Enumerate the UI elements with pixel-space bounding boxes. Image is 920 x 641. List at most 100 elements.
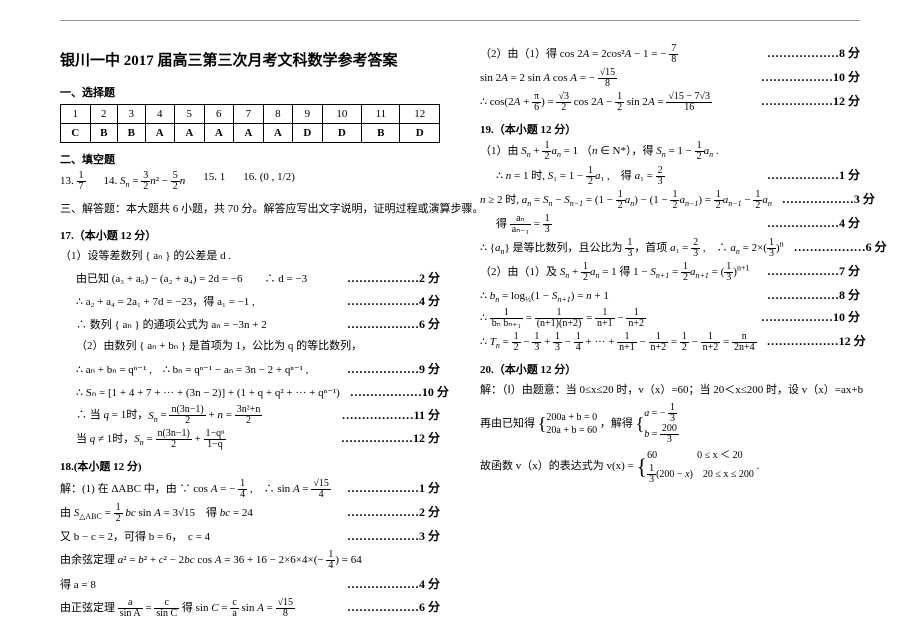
q20-a: 解：（Ⅰ）由题意：当 0≤x≤20 时，v（x）=60；当 20＜x≤200 时… xyxy=(480,381,860,400)
q17-l3: ∴ a₂ + a₄ = 2a₁ + 7d = −23，得 a₁ = −1 , xyxy=(76,293,337,312)
pts-1: ………………1 分 xyxy=(347,478,440,498)
section-1-heading: 一、选择题 xyxy=(60,84,440,100)
pts-4c: ………………4 分 xyxy=(767,213,860,233)
q19-heading: 19.（本小题 12 分） xyxy=(480,121,860,137)
pts-12b: ………………12 分 xyxy=(767,331,866,351)
r-l10: ∴ bn = log⅓(1 − Sn+1) = n + 1 xyxy=(480,287,757,306)
ans-num: 10 xyxy=(322,105,362,124)
pts-9: ………………9 分 xyxy=(347,359,440,379)
pts-10b: ………………10 分 xyxy=(761,307,860,327)
ans-val: A xyxy=(234,124,264,143)
r-l9: （2）由（1）及 Sn + 12an = 1 得 1 − Sn+1 = 12an… xyxy=(480,262,757,283)
sys2a: a = − 13 xyxy=(644,408,677,419)
ans-val: B xyxy=(118,124,146,143)
pts-2: ………………2 分 xyxy=(347,268,440,288)
q17-l9: 当 q ≠ 1时，Sn = n(3n−1)2 + 1−qⁿ1−q xyxy=(76,429,331,450)
ans-num: 1 xyxy=(61,105,91,124)
ans-val: D xyxy=(322,124,362,143)
q18-l6: 由正弦定理 asin A = csin C 得 sin C = ca sin A… xyxy=(60,598,337,619)
pts-8b: ………………8 分 xyxy=(767,285,860,305)
section-2-heading: 二、填空题 xyxy=(60,151,440,167)
pts-6c: ………………6 分 xyxy=(794,237,887,257)
ans-num: 9 xyxy=(293,105,323,124)
ans-num: 12 xyxy=(400,105,440,124)
q17-heading: 17.（本小题 12 分） xyxy=(60,227,440,243)
ans-val: D xyxy=(293,124,323,143)
ans-num: 8 xyxy=(263,105,293,124)
ans-num: 7 xyxy=(234,105,264,124)
ans-num: 11 xyxy=(362,105,400,124)
ans-val: A xyxy=(204,124,234,143)
pts-3b: ………………3 分 xyxy=(782,189,875,209)
page-title: 银川一中 2017 届高三第三次月考文科数学参考答案 xyxy=(60,49,440,70)
pts-10: ………………10 分 xyxy=(350,382,449,402)
q18-l5: 得 a = 8 xyxy=(60,576,337,595)
q17-l8: ∴ 当 q = 1时，Sn = n(3n−1)2 + n = 3n²+n2 xyxy=(76,405,332,426)
fill-14-label: 14. xyxy=(104,175,118,187)
ans-val: B xyxy=(90,124,118,143)
ans-num: 6 xyxy=(204,105,234,124)
ans-val: A xyxy=(145,124,175,143)
fill-16: 16. (0 , 1/2) xyxy=(243,171,295,192)
q20-b: 再由已知得 {200a + b = 020a + b = 60 ，解得 {a =… xyxy=(480,403,860,445)
q20-b-pre: 再由已知得 xyxy=(480,418,535,430)
piece1: 60 xyxy=(647,450,657,461)
r-l11: ∴ 1bₙ bₙ₊₁ = 1(n+1)(n+2) = 1n+1 − 1n+2 xyxy=(480,308,751,329)
piece2r: 20 ≤ x ≤ 200 xyxy=(703,469,754,480)
q20-c-pre: 故函数 v（x）的表达式为 v(x) = xyxy=(480,460,634,472)
r-l12: ∴ Tn = 12 − 13 + 13 − 14 + ··· + 1n+1 − … xyxy=(480,332,757,353)
r-l4: （1）由 Sn + 12an = 1 （n ∈ N*），得 Sn = 1 − 1… xyxy=(480,141,860,162)
pts-7: ………………7 分 xyxy=(767,261,860,281)
fill-13-label: 13. xyxy=(60,175,74,187)
ans-num: 4 xyxy=(145,105,175,124)
pts-3: ………………3 分 xyxy=(347,526,440,546)
fill-blank-row: 13. 17 14. Sn = 32n² − 52n 15. 1 16. (0 … xyxy=(60,171,440,192)
q18-heading: 18.(本小题 12 分) xyxy=(60,458,440,474)
sys1a: 200a + b = 0 xyxy=(546,412,597,423)
q17-l1: （1）设等差数列 { aₙ } 的公差是 d . xyxy=(60,247,440,266)
pts-8a: ………………8 分 xyxy=(767,43,860,63)
ans-val: C xyxy=(61,124,91,143)
ans-num: 5 xyxy=(175,105,205,124)
q20-b-mid: ，解得 xyxy=(600,418,633,430)
pts-2b: ………………2 分 xyxy=(347,502,440,522)
r-l7: 得 aₙaₙ₋₁ = 13 xyxy=(496,214,757,235)
q18-l4: 由余弦定理 a² = b² + c² − 2bc cos A = 36 + 16… xyxy=(60,550,440,571)
left-column: 银川一中 2017 届高三第三次月考文科数学参考答案 一、选择题 1234567… xyxy=(60,41,440,621)
pts-10a: ………………10 分 xyxy=(761,67,860,87)
pts-4: ………………4 分 xyxy=(347,291,440,311)
ans-val: B xyxy=(362,124,400,143)
ans-num: 2 xyxy=(90,105,118,124)
piece2: 13(200 − x) xyxy=(647,469,693,480)
pts-4b: ………………4 分 xyxy=(347,574,440,594)
right-column: （2）由（1）得 cos 2A = 2cos²A − 1 = − 78……………… xyxy=(480,41,860,621)
ans-val: D xyxy=(400,124,440,143)
r-l8: ∴ {an} 是等比数列，且公比为 13，首项 a₁ = 23 , ∴ an =… xyxy=(480,238,784,259)
q17-l6: ∴ aₙ + bₙ = qⁿ⁻¹ , ∴ bₙ = qⁿ⁻¹ − aₙ = 3n… xyxy=(76,361,337,380)
ans-num: 3 xyxy=(118,105,146,124)
q17-l4: ∴ 数列 { aₙ } 的通项公式为 aₙ = −3n + 2 xyxy=(76,316,337,335)
answer-table: 123456789101112 CBBAAAAADDBD xyxy=(60,104,440,143)
r-l6: n ≥ 2 时, an = Sn − Sn−1 = (1 − 12an) − (… xyxy=(480,190,772,211)
piece1r: 0 ≤ x ＜ 20 xyxy=(697,450,743,461)
r-l2: sin 2A = 2 sin A cos A = − √158 xyxy=(480,68,751,89)
pts-12a: ………………12 分 xyxy=(761,91,860,111)
q18-l3: 又 b − c = 2，可得 b = 6， c = 4 xyxy=(60,528,337,547)
pts-12: ………………12 分 xyxy=(341,428,440,448)
pts-6b: ………………6 分 xyxy=(347,597,440,617)
q17-l5: （2）由数列 { aₙ + bₙ } 是首项为 1，公比为 q 的等比数列， xyxy=(60,337,440,356)
sys2b: b = 2003 xyxy=(644,429,679,440)
pts-1b: ………………1 分 xyxy=(767,165,860,185)
pts-6: ………………6 分 xyxy=(347,314,440,334)
sys1b: 20a + b = 60 xyxy=(546,425,597,436)
q17-l7: ∴ Sₙ = [1 + 4 + 7 + ··· + (3n − 2)] + (1… xyxy=(76,384,340,403)
q18-l1: 解：(1) 在 ΔABC 中，由 ∵ cos A = − 14 , ∴ sin … xyxy=(60,479,337,500)
q20-c: 故函数 v（x）的表达式为 v(x) = { 60 0 ≤ x ＜ 20 13(… xyxy=(480,448,860,485)
q17-l2: 由已知 (a₃ + a₅) − (a₂ + a₄) = 2d = −6 ∴ d … xyxy=(76,270,337,289)
fill-15: 15. 1 xyxy=(203,171,225,192)
q20-heading: 20.（本小题 12 分） xyxy=(480,361,860,377)
q18-l2: 由 S△ABC = 12 bc sin A = 3√15 得 bc = 24 xyxy=(60,503,337,524)
ans-val: A xyxy=(175,124,205,143)
r-l1: （2）由（1）得 cos 2A = 2cos²A − 1 = − 78 xyxy=(480,44,757,65)
r-l5: ∴ n = 1 时, S₁ = 1 − 12a₁ , 得 a₁ = 23 xyxy=(496,166,757,187)
